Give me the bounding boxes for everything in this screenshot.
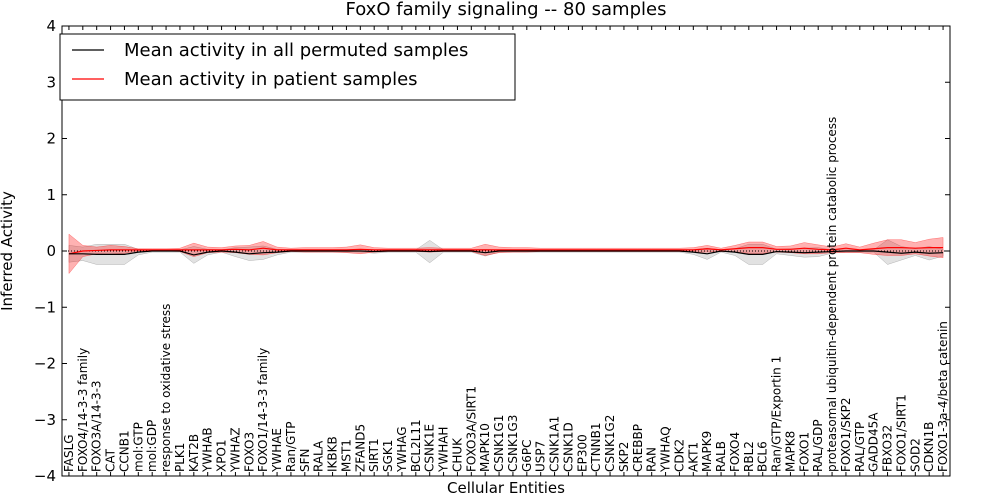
category-label: response to oxidative stress [159, 304, 173, 472]
category-label: XPO1 [215, 439, 229, 472]
category-label: SKP2 [617, 442, 631, 472]
series-line-permuted [68, 250, 944, 256]
category-label: AKT1 [686, 442, 700, 472]
category-label: CTNNB1 [589, 422, 603, 472]
category-label: FOXO1 [797, 432, 811, 472]
category-label: RAL/GTP [853, 422, 867, 472]
category-label: IKBKB [326, 436, 340, 472]
category-label: FOXO3A/SIRT1 [464, 386, 478, 472]
legend-label-permuted: Mean activity in all permuted samples [124, 40, 468, 61]
legend: Mean activity in all permuted samples Me… [59, 33, 516, 101]
category-label: KAT2B [187, 434, 201, 472]
category-label: MST1 [339, 439, 353, 472]
category-label: YWHAG [395, 426, 409, 473]
category-label: CCNB1 [117, 430, 131, 472]
category-label: MAPK9 [700, 431, 714, 472]
category-label: proteasomal ubiquitin-dependent protein … [825, 117, 839, 472]
category-label: RAN [645, 447, 659, 472]
category-label: Ran/GTP [284, 421, 298, 472]
category-label: MAPK8 [783, 431, 797, 472]
category-label: CSNK1A1 [548, 416, 562, 472]
category-label: YWHAH [437, 427, 451, 473]
category-label: EP300 [575, 434, 589, 472]
category-label: FOXO1-3a-4/beta catenin [936, 321, 950, 472]
category-label: SOD2 [908, 438, 922, 472]
category-labels: FASLG FOXO4/14-3-3 family FOXO3A/14-3-3 CAT… [62, 117, 950, 473]
category-label: FOXO3A/14-3-3 [90, 380, 104, 472]
y-tick-label: −2 [34, 355, 56, 373]
category-label: YWHAQ [659, 426, 673, 473]
category-label: FOXO1/14-3-3 family [256, 348, 270, 472]
category-label: G6PC [520, 439, 534, 472]
category-label: CSNK1G1 [492, 415, 506, 472]
y-tick-label: 4 [46, 17, 56, 35]
category-label: USP7 [534, 441, 548, 472]
category-label: Ran/GTP/Exportin 1 [770, 356, 784, 472]
y-axis: −4 −3 −2 −1 0 1 2 3 4 [34, 17, 950, 485]
category-label: PLK1 [173, 443, 187, 472]
category-label: FBXO32 [881, 425, 895, 472]
category-label: CSNK1G2 [603, 415, 617, 472]
category-label: FOXO3 [242, 432, 256, 472]
category-label: FOXO1/SKP2 [839, 397, 853, 472]
category-label: YWHAE [270, 428, 284, 473]
chart-title: FoxO family signaling -- 80 samples [346, 0, 667, 20]
category-label: BCL2L11 [409, 419, 423, 472]
category-label: SGK1 [381, 440, 395, 472]
y-tick-label: −3 [34, 411, 56, 429]
category-label: RBL2 [742, 441, 756, 472]
category-label: CSNK1G3 [506, 415, 520, 472]
category-label: RALB [714, 441, 728, 472]
category-label: YWHAB [201, 427, 215, 473]
category-label: mol:GTP [131, 422, 145, 472]
y-tick-label: −1 [34, 298, 56, 316]
y-tick-label: 3 [46, 73, 56, 91]
series-lines [68, 247, 944, 256]
category-label: FOXO1/SIRT1 [894, 394, 908, 472]
category-label: MAPK10 [478, 423, 492, 472]
category-label: ZFAND5 [353, 424, 367, 472]
category-label: RAL/GDP [811, 419, 825, 472]
category-label: FASLG [62, 434, 76, 472]
y-tick-label: −4 [34, 467, 56, 485]
category-label: BCL6 [756, 441, 770, 472]
category-label: CSNK1D [561, 422, 575, 472]
category-label: mol:GDP [145, 420, 159, 472]
category-label: CDK2 [672, 439, 686, 472]
category-label: CDKN1B [922, 422, 936, 472]
category-label: GADD45A [867, 412, 881, 472]
y-tick-label: 0 [46, 242, 56, 260]
category-label: YWHAZ [228, 427, 242, 473]
y-tick-label: 1 [46, 186, 56, 204]
category-label: CREBBP [631, 424, 645, 472]
category-label: CHUK [450, 437, 464, 472]
y-tick-label: 2 [46, 130, 56, 148]
category-label: RALA [312, 440, 326, 472]
category-label: SFN [298, 449, 312, 473]
series-line-patient [68, 247, 944, 255]
x-axis-label: Cellular Entities [447, 479, 565, 497]
legend-label-patient: Mean activity in patient samples [124, 69, 418, 90]
category-label: CAT [104, 448, 118, 472]
category-label: SIRT1 [367, 438, 381, 472]
category-label: CSNK1E [423, 424, 437, 472]
legend-box [59, 33, 516, 101]
x-axis [68, 26, 944, 476]
category-label: FOXO4 [728, 432, 742, 472]
y-axis-label: Inferred Activity [0, 191, 16, 311]
category-label: FOXO4/14-3-3 family [76, 348, 90, 472]
band-patient [68, 233, 944, 275]
